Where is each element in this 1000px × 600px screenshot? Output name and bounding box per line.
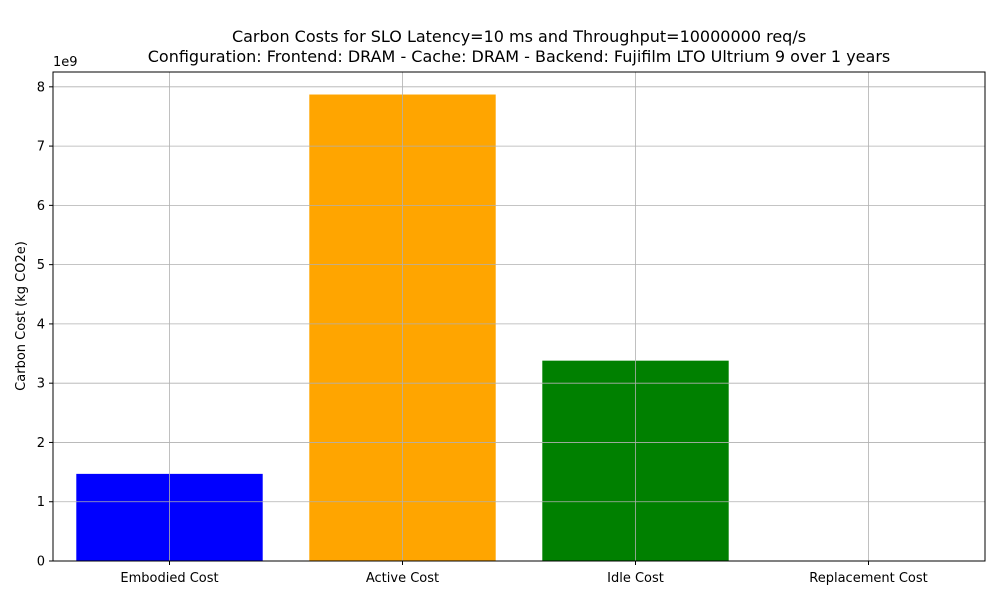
axes-frame [52, 71, 986, 562]
y-tick-label: 4 [37, 317, 45, 332]
x-tick-label: Embodied Cost [120, 571, 218, 586]
y-offset-label: 1e9 [53, 55, 78, 70]
chart-subtitle: Configuration: Frontend: DRAM - Cache: D… [148, 47, 890, 66]
x-tick-label: Replacement Cost [809, 571, 927, 586]
y-tick-label: 0 [37, 555, 45, 570]
y-tick-label: 1 [37, 495, 45, 510]
x-tick-label: Idle Cost [607, 571, 664, 586]
plot-area: 0 1 2 3 4 5 6 7 8 Embodied Cost Active Cost Idle Co… [37, 71, 986, 586]
y-tick-label: 7 [37, 140, 45, 155]
y-tick-label: 5 [37, 258, 45, 273]
y-axis-label: Carbon Cost (kg CO2e) [14, 241, 29, 391]
chart-title: Carbon Costs for SLO Latency=10 ms and T… [232, 27, 806, 46]
y-tick-label: 8 [37, 80, 45, 95]
y-tick-label: 3 [37, 377, 45, 392]
y-tick-label: 6 [37, 199, 45, 214]
y-tick-label: 2 [37, 436, 45, 451]
x-tick-label: Active Cost [366, 571, 439, 586]
